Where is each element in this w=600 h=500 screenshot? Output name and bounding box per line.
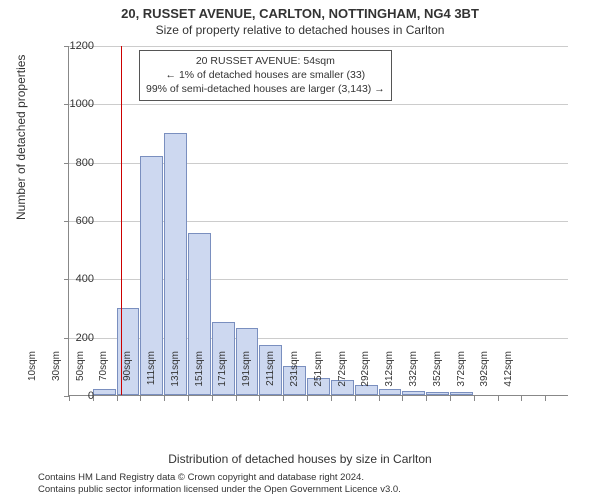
xtick-label: 272sqm [337,351,348,401]
ytick-label: 0 [44,390,94,402]
xtick-label: 171sqm [217,351,228,401]
xtick-label: 10sqm [27,351,38,401]
xtick-label: 292sqm [360,351,371,401]
callout-line1: 20 RUSSET AVENUE: 54sqm [146,54,385,68]
ytick-label: 400 [44,273,94,285]
ytick-label: 1200 [44,40,94,52]
xtick-mark [521,396,522,401]
callout-line3: 99% of semi-detached houses are larger (… [146,82,385,96]
ytick-label: 200 [44,332,94,344]
xtick-mark [474,396,475,401]
x-axis-label: Distribution of detached houses by size … [0,452,600,466]
chart-footer: Contains HM Land Registry data © Crown c… [38,472,401,496]
chart-title-sub: Size of property relative to detached ho… [0,21,600,37]
xtick-mark [140,396,141,401]
xtick-mark [545,396,546,401]
xtick-label: 151sqm [194,351,205,401]
xtick-mark [426,396,427,401]
footer-line1: Contains HM Land Registry data © Crown c… [38,472,401,484]
chart-title-main: 20, RUSSET AVENUE, CARLTON, NOTTINGHAM, … [0,0,600,21]
xtick-mark [379,396,380,401]
xtick-mark [188,396,189,401]
xtick-label: 372sqm [456,351,467,401]
grid-line [69,104,568,105]
xtick-label: 332sqm [408,351,419,401]
callout-line2: ← 1% of detached houses are smaller (33) [146,68,385,82]
ytick-label: 800 [44,157,94,169]
xtick-mark [283,396,284,401]
xtick-label: 131sqm [170,351,181,401]
xtick-mark [450,396,451,401]
xtick-mark [355,396,356,401]
xtick-label: 211sqm [265,351,276,401]
xtick-mark [498,396,499,401]
xtick-mark [259,396,260,401]
xtick-label: 312sqm [384,351,395,401]
xtick-label: 70sqm [98,351,109,401]
xtick-label: 191sqm [241,351,252,401]
xtick-mark [117,396,118,401]
xtick-mark [402,396,403,401]
xtick-mark [307,396,308,401]
grid-line [69,46,568,47]
xtick-mark [164,396,165,401]
y-axis-label: Number of detached properties [14,55,28,220]
xtick-label: 412sqm [503,351,514,401]
xtick-label: 352sqm [432,351,443,401]
reference-callout: 20 RUSSET AVENUE: 54sqm ← 1% of detached… [139,50,392,101]
xtick-label: 111sqm [146,351,157,401]
xtick-mark [212,396,213,401]
xtick-label: 251sqm [313,351,324,401]
reference-line [121,46,122,395]
plot-area: 20 RUSSET AVENUE: 54sqm ← 1% of detached… [68,46,568,396]
xtick-label: 392sqm [479,351,490,401]
xtick-mark [236,396,237,401]
xtick-label: 90sqm [122,351,133,401]
footer-line2: Contains public sector information licen… [38,484,401,496]
xtick-mark [331,396,332,401]
ytick-label: 1000 [44,98,94,110]
ytick-label: 600 [44,215,94,227]
xtick-label: 231sqm [289,351,300,401]
